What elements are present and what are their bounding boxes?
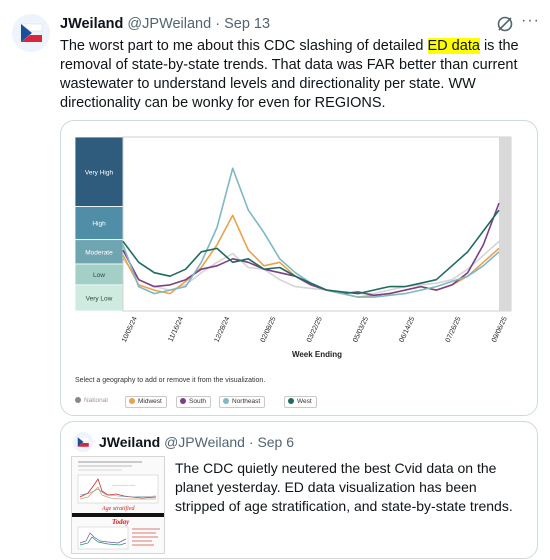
legend-dot-icon: [288, 398, 294, 404]
quoted-display-name: JWeiland: [99, 434, 161, 450]
quoted-avatar[interactable]: [73, 432, 93, 452]
level-label: Moderate: [85, 249, 113, 256]
level-label: Low: [93, 272, 105, 279]
tweet-header: JWeiland @JPWeiland · Sep 13: [60, 16, 270, 32]
series-line-west: [122, 209, 500, 295]
quoted-tweet[interactable]: JWeiland @JPWeiland · Sep 6 ~~~~~~~~~~ A…: [60, 421, 538, 559]
level-label: Very Low: [86, 295, 113, 302]
x-tick-label: 07/26/25: [445, 316, 463, 344]
legend-item-national[interactable]: National: [75, 396, 112, 408]
select-geography-text: Select a geography to add or remove it f…: [75, 377, 266, 384]
legend-item-south[interactable]: South: [176, 396, 211, 408]
series-line-northeast: [122, 167, 500, 298]
grok-icon[interactable]: [496, 15, 514, 33]
x-tick-label: 11/16/24: [167, 316, 185, 343]
handle[interactable]: @JPWeiland: [127, 16, 212, 32]
svg-text:~~~~~~~~~~: ~~~~~~~~~~: [112, 483, 136, 488]
legend-item-midwest[interactable]: Midwest: [125, 396, 167, 408]
chart: Very High High Moderate Low Very Low 10/05/2…: [74, 136, 512, 359]
series-line-south: [122, 202, 500, 297]
thumbnail-label-age-stratified: Age stratified: [101, 505, 135, 512]
legend-label: Midwest: [138, 398, 162, 405]
thumbnail-image: ~~~~~~~~~~ Age stratified Today: [72, 457, 164, 553]
level-label: Very High: [85, 169, 114, 176]
level-band-very-low: [74, 284, 124, 312]
x-tick-label: 09/06/25: [491, 316, 509, 344]
legend-label: Northeast: [232, 398, 261, 405]
recent-data-band: [499, 137, 511, 311]
tweet-text: The worst part to me about this CDC slas…: [60, 37, 540, 113]
tweet-text-highlight: ED data: [427, 38, 480, 54]
thumbnail-label-today: Today: [112, 518, 130, 526]
x-tick-label: 05/03/25: [352, 316, 370, 344]
x-tick-label: 03/22/25: [306, 316, 324, 344]
avatar-flag-icon: [12, 14, 50, 52]
legend-item-west[interactable]: West: [284, 396, 317, 408]
avatar[interactable]: [12, 14, 50, 52]
level-label: High: [92, 221, 106, 228]
separator: ·: [215, 16, 221, 32]
quoted-timestamp: Sep 6: [257, 434, 295, 450]
legend-dot-icon: [223, 398, 229, 404]
timestamp[interactable]: Sep 13: [224, 16, 271, 32]
legend-label: West: [297, 398, 312, 405]
legend-dot-icon: [129, 398, 135, 404]
x-tick-label: 02/08/25: [260, 316, 278, 344]
x-axis-label: Week Ending: [292, 350, 342, 359]
quoted-media-thumbnail[interactable]: ~~~~~~~~~~ Age stratified Today: [71, 456, 165, 554]
display-name[interactable]: JWeiland: [60, 16, 124, 32]
legend-label: National: [84, 397, 108, 404]
legend-dot-icon: [180, 398, 186, 404]
more-icon[interactable]: ···: [521, 12, 540, 29]
quoted-text: The CDC quietly neutered the best Cvid d…: [175, 460, 513, 514]
quoted-header: JWeiland @JPWeiland · Sep 6: [99, 434, 294, 450]
x-tick-label: 06/14/25: [398, 316, 416, 344]
x-tick-label: 12/28/24: [213, 316, 231, 344]
x-tick-label: 10/05/24: [121, 316, 139, 344]
series-line-national: [122, 240, 500, 295]
tweet-media[interactable]: Very High High Moderate Low Very Low 10/05/2…: [60, 120, 538, 416]
quoted-separator: ·: [248, 434, 254, 450]
tweet-text-part-2: is the removal of state-by-state trends.…: [60, 38, 519, 111]
avatar-flag-icon: [73, 432, 93, 452]
legend-item-northeast[interactable]: Northeast: [219, 396, 266, 408]
legend-label: South: [189, 398, 206, 405]
legend-dot-icon: [75, 397, 81, 403]
quoted-handle: @JPWeiland: [164, 434, 245, 450]
tweet-text-part-1: The worst part to me about this CDC slas…: [60, 38, 424, 54]
